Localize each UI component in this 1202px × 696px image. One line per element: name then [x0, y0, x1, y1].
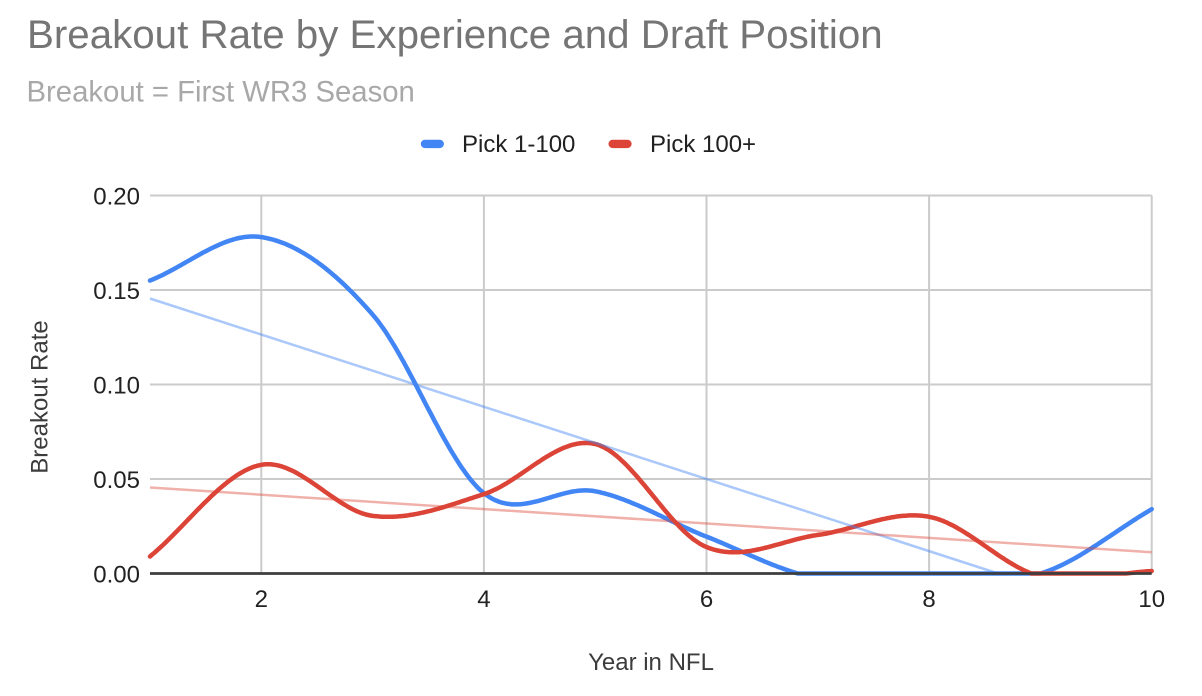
- svg-text:0.05: 0.05: [93, 467, 140, 494]
- svg-text:10: 10: [1138, 586, 1165, 613]
- svg-text:Breakout = First WR3 Season: Breakout = First WR3 Season: [27, 76, 415, 109]
- svg-text:Pick 100+: Pick 100+: [650, 131, 756, 158]
- svg-text:Year in NFL: Year in NFL: [588, 649, 714, 676]
- svg-text:Pick 1-100: Pick 1-100: [462, 131, 575, 158]
- svg-text:6: 6: [700, 586, 713, 613]
- svg-text:0.00: 0.00: [93, 562, 140, 589]
- svg-text:8: 8: [922, 586, 935, 613]
- svg-text:0.15: 0.15: [93, 278, 140, 305]
- svg-text:Breakout Rate: Breakout Rate: [27, 320, 54, 473]
- svg-text:4: 4: [477, 586, 490, 613]
- svg-text:0.20: 0.20: [93, 184, 140, 211]
- svg-text:2: 2: [255, 586, 268, 613]
- svg-text:Breakout Rate by Experience an: Breakout Rate by Experience and Draft Po…: [27, 12, 883, 57]
- svg-text:0.10: 0.10: [93, 373, 140, 400]
